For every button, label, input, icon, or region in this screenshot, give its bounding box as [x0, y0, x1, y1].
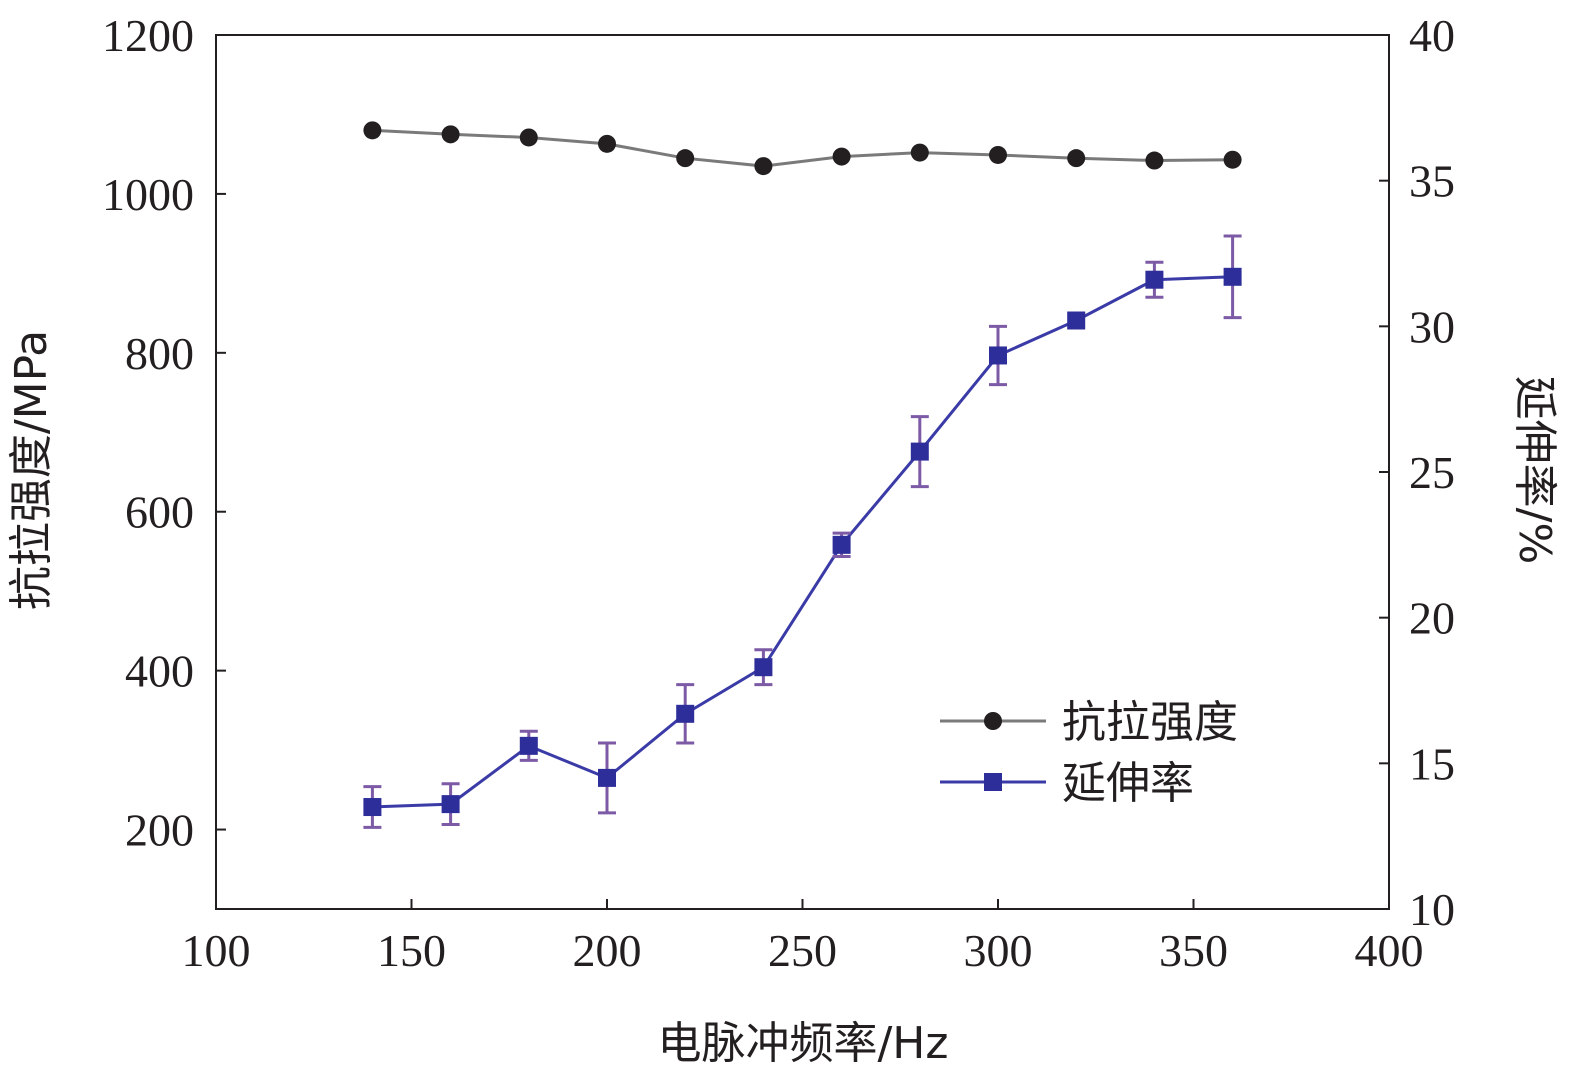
left-y-tick-label: 1200 [102, 10, 194, 61]
tensile-strength-point [519, 128, 538, 147]
right-y-tick-label: 40 [1409, 10, 1455, 61]
tensile-strength-point [832, 147, 851, 166]
legend-item-elongation: 延伸率 [940, 758, 1194, 809]
elongation-point [1067, 311, 1086, 330]
tensile-strength-point [1145, 151, 1164, 170]
elongation-point [598, 768, 616, 787]
x-tick-label: 250 [768, 925, 837, 976]
right-y-tick-label: 30 [1409, 301, 1455, 352]
x-axis-title: 电脉冲频率/Hz [657, 1018, 948, 1069]
right-y-tick-label: 25 [1409, 447, 1455, 498]
left-y-tick-label: 1000 [102, 169, 194, 220]
elongation-point [519, 736, 538, 755]
tensile-strength-point [676, 149, 695, 168]
tensile-strength-point [363, 121, 382, 140]
series-layer [363, 121, 1242, 829]
tensile-strength-line [372, 128, 1233, 168]
elongation-point [910, 442, 929, 461]
legend-item-tensile-strength: 抗拉强度 [940, 697, 1238, 748]
elongation-point [363, 798, 382, 817]
plot-frame [215, 34, 1390, 910]
x-tick-label: 100 [182, 925, 251, 976]
legend-label: 延伸率 [1062, 758, 1194, 809]
left-y-tick-label: 400 [125, 646, 194, 697]
elongation-point [832, 535, 851, 554]
tensile-strength-point [598, 134, 616, 153]
elongation-series [363, 234, 1242, 829]
tensile-strength-point [1223, 150, 1242, 169]
tensile-strength-series [363, 121, 1242, 176]
right-y-axis-title: 延伸率/% [1509, 376, 1560, 565]
x-tick-label: 150 [377, 925, 446, 976]
tensile-strength-point [754, 157, 773, 176]
right-y-tick-label: 35 [1409, 156, 1455, 207]
tensile-strength-point [1067, 149, 1086, 168]
tensile-strength-point [441, 125, 460, 144]
right-y-tick-label: 10 [1409, 884, 1455, 935]
tensile-strength-point [910, 143, 929, 162]
axis-ticks: 100 150 200 250 300 350 400 200 400 600 800 1000 120… [102, 10, 1455, 976]
left-y-axis-title: 抗拉强度/MPa [6, 330, 57, 610]
x-tick-label: 400 [1355, 925, 1424, 976]
elongation-point [989, 346, 1007, 365]
tensile-strength-point [989, 145, 1007, 164]
x-tick-label: 200 [573, 925, 642, 976]
left-y-tick-label: 800 [125, 328, 194, 379]
left-y-tick-label: 600 [125, 487, 194, 538]
elongation-point [676, 704, 695, 723]
left-y-tick-label: 200 [125, 805, 194, 856]
legend-label: 抗拉强度 [1062, 697, 1238, 748]
right-y-tick-label: 15 [1409, 738, 1455, 789]
axis-titles: 电脉冲频率/Hz 抗拉强度/MPa 延伸率/% [6, 330, 1560, 1069]
x-tick-label: 350 [1159, 925, 1228, 976]
elongation-point [441, 795, 460, 814]
plot-border [215, 34, 1390, 910]
legend-marker [984, 773, 1002, 791]
x-tick-label: 300 [964, 925, 1033, 976]
elongation-point [754, 658, 773, 677]
legend-marker [984, 712, 1002, 730]
elongation-point [1145, 270, 1164, 289]
elongation-line [372, 275, 1233, 809]
elongation-point [1223, 267, 1242, 286]
right-y-tick-label: 20 [1409, 593, 1455, 644]
